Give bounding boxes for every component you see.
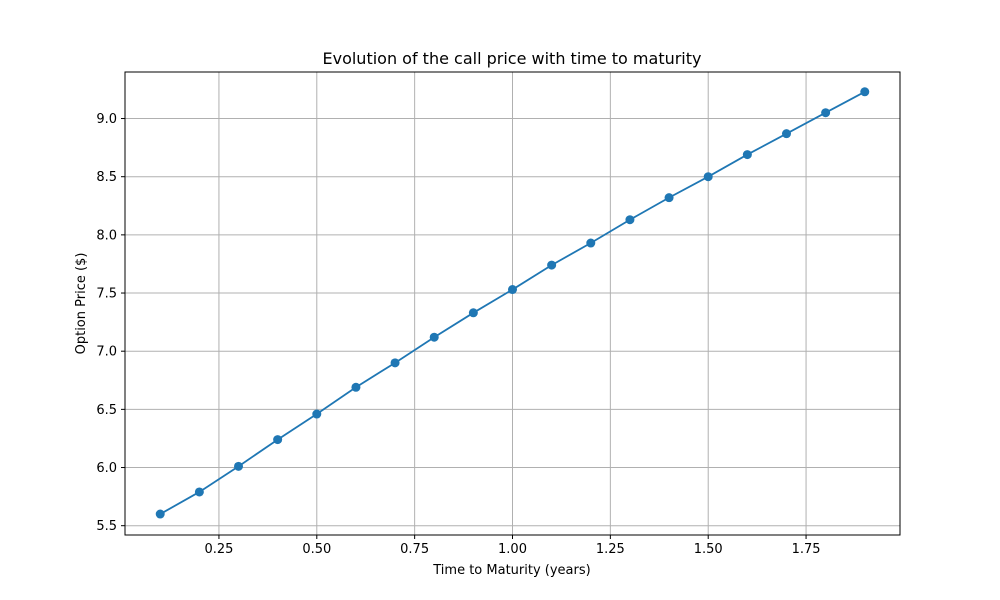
data-point (703, 172, 713, 182)
data-point (390, 358, 400, 368)
data-point (742, 150, 752, 160)
data-point (508, 285, 517, 295)
grid-layer (125, 72, 900, 535)
data-point (586, 238, 596, 248)
x-tick-label: 1.25 (596, 542, 625, 557)
y-tick-label: 7.0 (96, 345, 117, 360)
data-point (468, 308, 478, 318)
y-tick-label: 5.5 (96, 519, 117, 534)
data-point (351, 382, 361, 392)
data-point (234, 461, 244, 471)
x-tick-label: 0.25 (204, 542, 233, 557)
data-point (625, 215, 635, 225)
data-point (860, 87, 870, 97)
x-axis-label: Time to Maturity (years) (432, 563, 590, 578)
x-tick-label: 1.00 (498, 542, 527, 557)
data-point (312, 409, 322, 419)
data-point (429, 332, 439, 342)
y-tick-label: 6.0 (96, 461, 117, 476)
y-tick-label: 9.0 (96, 112, 117, 127)
x-tick-label: 0.75 (400, 542, 429, 557)
data-point (547, 260, 557, 270)
data-point (194, 487, 204, 497)
data-point (664, 193, 674, 203)
y-tick-label: 6.5 (96, 403, 117, 418)
data-point (821, 108, 831, 118)
y-axis-label: Option Price ($) (74, 253, 89, 355)
y-tick-label: 8.0 (96, 228, 117, 243)
x-tick-label: 0.50 (302, 542, 331, 557)
y-tick-label: 8.5 (96, 170, 117, 185)
y-tick-label: 7.5 (96, 287, 117, 302)
series-layer (155, 87, 870, 519)
data-point (781, 129, 791, 139)
ticks-layer: 0.25 0.50 0.75 1.00 1.25 1.50 1.75 5.5 6.0 6.5 7.0… (96, 112, 820, 557)
x-tick-label: 1.75 (792, 542, 821, 557)
chart-title: Evolution of the call price with time to… (322, 49, 701, 68)
data-point (155, 509, 165, 519)
x-tick-label: 1.50 (694, 542, 723, 557)
data-point (273, 435, 283, 445)
